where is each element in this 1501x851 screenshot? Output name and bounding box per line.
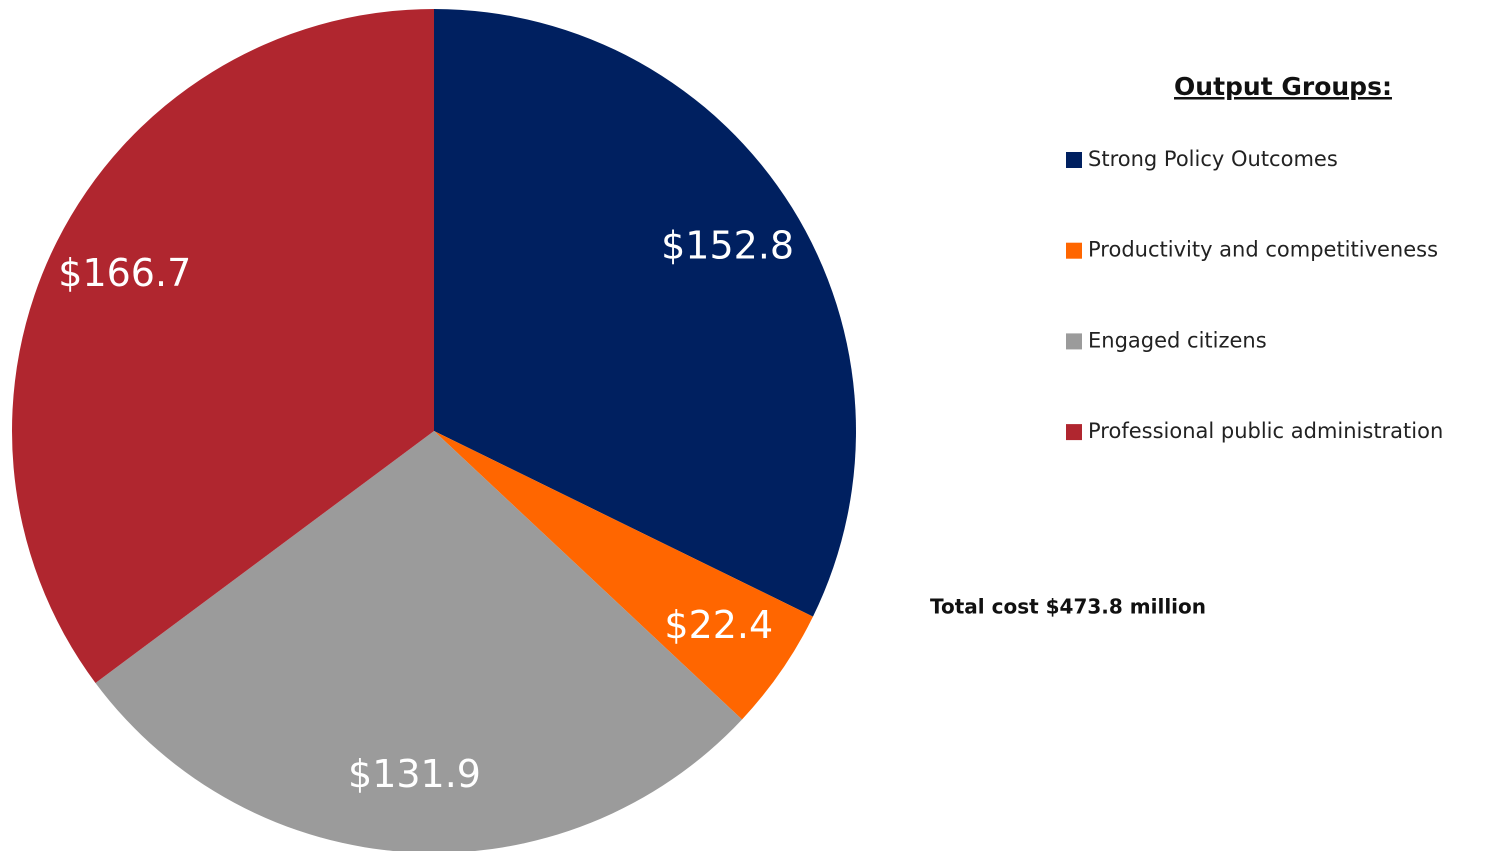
- value-label: $131.9: [348, 752, 481, 796]
- pie: $152.8 $22.4 $131.9 $166.7: [12, 9, 856, 851]
- legend-swatch: [1066, 333, 1082, 350]
- value-label: $166.7: [58, 251, 191, 295]
- value-label: $152.8: [661, 223, 794, 267]
- legend: Strong Policy Outcomes Productivity and c…: [1066, 147, 1443, 443]
- legend-swatch: [1066, 424, 1082, 441]
- legend-title: Output Groups:: [1174, 72, 1392, 101]
- legend-swatch: [1066, 152, 1082, 168]
- annotation: Total cost $473.8 million: [930, 595, 1206, 619]
- value-label: $22.4: [664, 603, 773, 647]
- pie-slice: [434, 431, 813, 720]
- pie-slice: [95, 431, 743, 851]
- legend-label: Professional public administration: [1088, 419, 1443, 443]
- pie-slice: [434, 9, 856, 617]
- pie-slice: [12, 9, 435, 683]
- legend-label: Strong Policy Outcomes: [1088, 147, 1338, 171]
- legend-label: Engaged citizens: [1088, 328, 1267, 352]
- legend-swatch: [1066, 242, 1082, 259]
- legend-label: Productivity and competitiveness: [1088, 238, 1438, 262]
